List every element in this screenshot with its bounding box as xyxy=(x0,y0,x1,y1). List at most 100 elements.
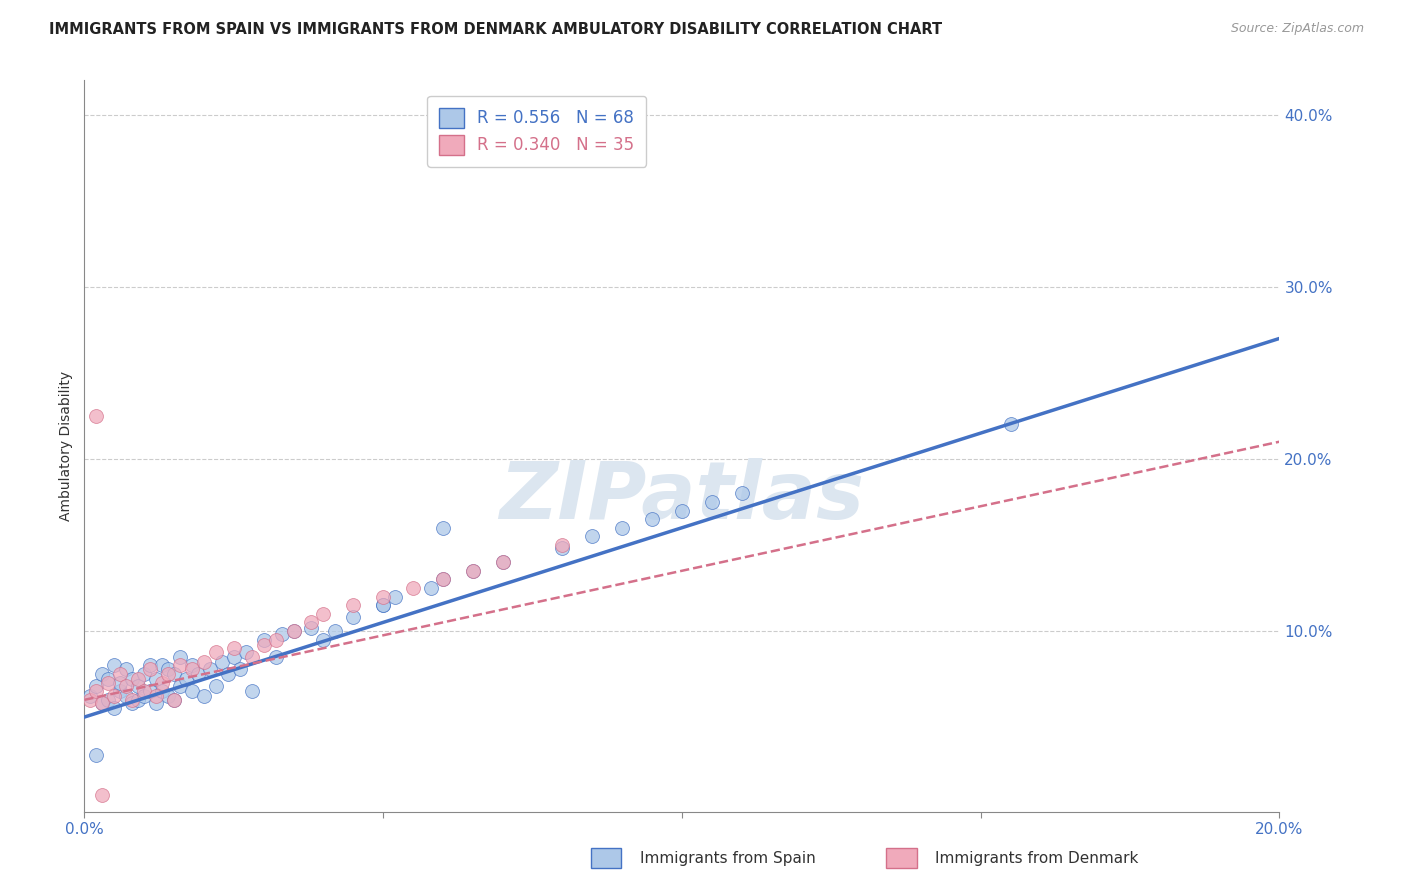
Point xyxy=(150,658,173,673)
Point xyxy=(283,624,305,638)
Point xyxy=(193,655,215,669)
Point xyxy=(342,598,364,612)
Point xyxy=(169,658,191,673)
Point xyxy=(163,693,186,707)
Point xyxy=(132,684,156,698)
Text: IMMIGRANTS FROM SPAIN VS IMMIGRANTS FROM DENMARK AMBULATORY DISABILITY CORRELATI: IMMIGRANTS FROM SPAIN VS IMMIGRANTS FROM… xyxy=(49,22,942,37)
Point xyxy=(551,538,574,552)
Point xyxy=(115,690,138,704)
Point xyxy=(492,555,515,569)
Point xyxy=(384,590,406,604)
Point xyxy=(150,675,173,690)
Point xyxy=(731,486,754,500)
Point xyxy=(432,521,454,535)
Point xyxy=(127,672,149,686)
Point xyxy=(461,564,484,578)
Point xyxy=(91,667,114,681)
Point xyxy=(312,632,335,647)
Point xyxy=(163,693,186,707)
Point xyxy=(222,641,245,656)
Point xyxy=(91,788,114,802)
Point xyxy=(115,679,138,693)
Point xyxy=(139,658,162,673)
Point xyxy=(312,607,335,621)
Point xyxy=(110,667,132,681)
Point xyxy=(110,684,132,698)
Point xyxy=(103,658,125,673)
Point xyxy=(157,667,180,681)
Point xyxy=(91,696,114,710)
Point xyxy=(121,672,143,686)
Point xyxy=(264,649,287,664)
Point xyxy=(145,696,167,710)
Point xyxy=(301,621,323,635)
Point xyxy=(110,675,132,690)
Point xyxy=(461,564,484,578)
Point xyxy=(132,690,156,704)
Point xyxy=(181,684,204,698)
Point xyxy=(1000,417,1022,432)
Point xyxy=(240,684,263,698)
Text: Immigrants from Denmark: Immigrants from Denmark xyxy=(935,851,1139,865)
Point xyxy=(145,672,167,686)
Point xyxy=(181,662,204,676)
Point xyxy=(342,610,364,624)
Point xyxy=(174,672,197,686)
Point xyxy=(402,581,425,595)
Point xyxy=(150,684,173,698)
Point xyxy=(145,690,167,704)
Point xyxy=(169,679,191,693)
Point xyxy=(97,675,120,690)
Point xyxy=(240,649,263,664)
Point xyxy=(86,747,108,762)
Point xyxy=(270,627,292,641)
Point xyxy=(235,645,257,659)
Point xyxy=(432,573,454,587)
Point xyxy=(187,667,209,681)
Point xyxy=(139,684,162,698)
Point xyxy=(671,503,693,517)
Point xyxy=(325,624,347,638)
Point xyxy=(612,521,634,535)
Point xyxy=(205,645,228,659)
Point xyxy=(222,649,245,664)
Point xyxy=(211,655,233,669)
Point xyxy=(205,679,228,693)
Point xyxy=(641,512,664,526)
Point xyxy=(283,624,305,638)
Point xyxy=(132,667,156,681)
Point xyxy=(228,662,252,676)
Point xyxy=(97,693,120,707)
Legend: R = 0.556   N = 68, R = 0.340   N = 35: R = 0.556 N = 68, R = 0.340 N = 35 xyxy=(427,96,647,167)
Point xyxy=(700,495,723,509)
Y-axis label: Ambulatory Disability: Ambulatory Disability xyxy=(59,371,73,521)
Point xyxy=(169,649,191,664)
Point xyxy=(127,693,149,707)
Point xyxy=(253,632,276,647)
Point xyxy=(103,701,125,715)
Point xyxy=(181,658,204,673)
Point xyxy=(581,529,603,543)
Point xyxy=(139,662,162,676)
Point xyxy=(79,693,101,707)
Point xyxy=(86,684,108,698)
Point xyxy=(373,590,395,604)
Point xyxy=(264,632,287,647)
Point xyxy=(97,672,120,686)
Point xyxy=(121,693,143,707)
Point xyxy=(103,690,125,704)
Point xyxy=(198,662,221,676)
Text: Source: ZipAtlas.com: Source: ZipAtlas.com xyxy=(1230,22,1364,36)
Point xyxy=(432,573,454,587)
Point xyxy=(79,690,101,704)
Point xyxy=(157,690,180,704)
Point xyxy=(86,679,108,693)
Point xyxy=(127,679,149,693)
Point xyxy=(193,690,215,704)
Point xyxy=(157,662,180,676)
Point xyxy=(163,667,186,681)
Point xyxy=(373,598,395,612)
Point xyxy=(373,598,395,612)
Point xyxy=(420,581,443,595)
Point xyxy=(301,615,323,630)
